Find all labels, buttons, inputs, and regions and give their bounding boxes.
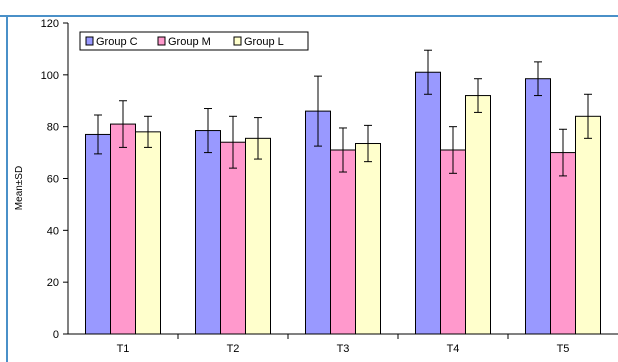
legend-swatch [233,36,242,46]
bar [110,123,136,335]
legend-box [79,31,309,51]
y-tick-label: 80 [47,122,59,134]
bar [245,137,271,335]
x-tick-label: T5 [557,343,570,355]
x-tick-label: T1 [117,343,130,355]
bar [305,110,331,335]
y-axis-title: Mean±SD [14,166,25,210]
y-tick-label: 20 [47,277,59,289]
y-tick-label: 0 [53,329,59,341]
y-tick-label: 60 [47,174,59,186]
bar [440,149,466,335]
legend-label: Group C [96,36,138,48]
legend-swatch [157,36,166,46]
bar [135,131,161,335]
y-tick-label: 100 [41,70,59,82]
bar [195,130,221,335]
x-tick-label: T2 [227,343,240,355]
y-tick-label: 40 [47,225,59,237]
x-tick-label: T3 [337,343,350,355]
bar [330,149,356,335]
bar [220,141,246,335]
bar [575,115,601,335]
legend-label: Group M [168,36,211,48]
bar [415,71,441,335]
bar [355,143,381,335]
legend-label: Group L [244,36,284,48]
y-tick-label: 120 [41,18,59,30]
bar [525,78,551,335]
legend-swatch [85,36,94,46]
x-tick-label: T4 [447,343,460,355]
bar [465,95,491,335]
bar [550,152,576,335]
bar [85,133,111,335]
